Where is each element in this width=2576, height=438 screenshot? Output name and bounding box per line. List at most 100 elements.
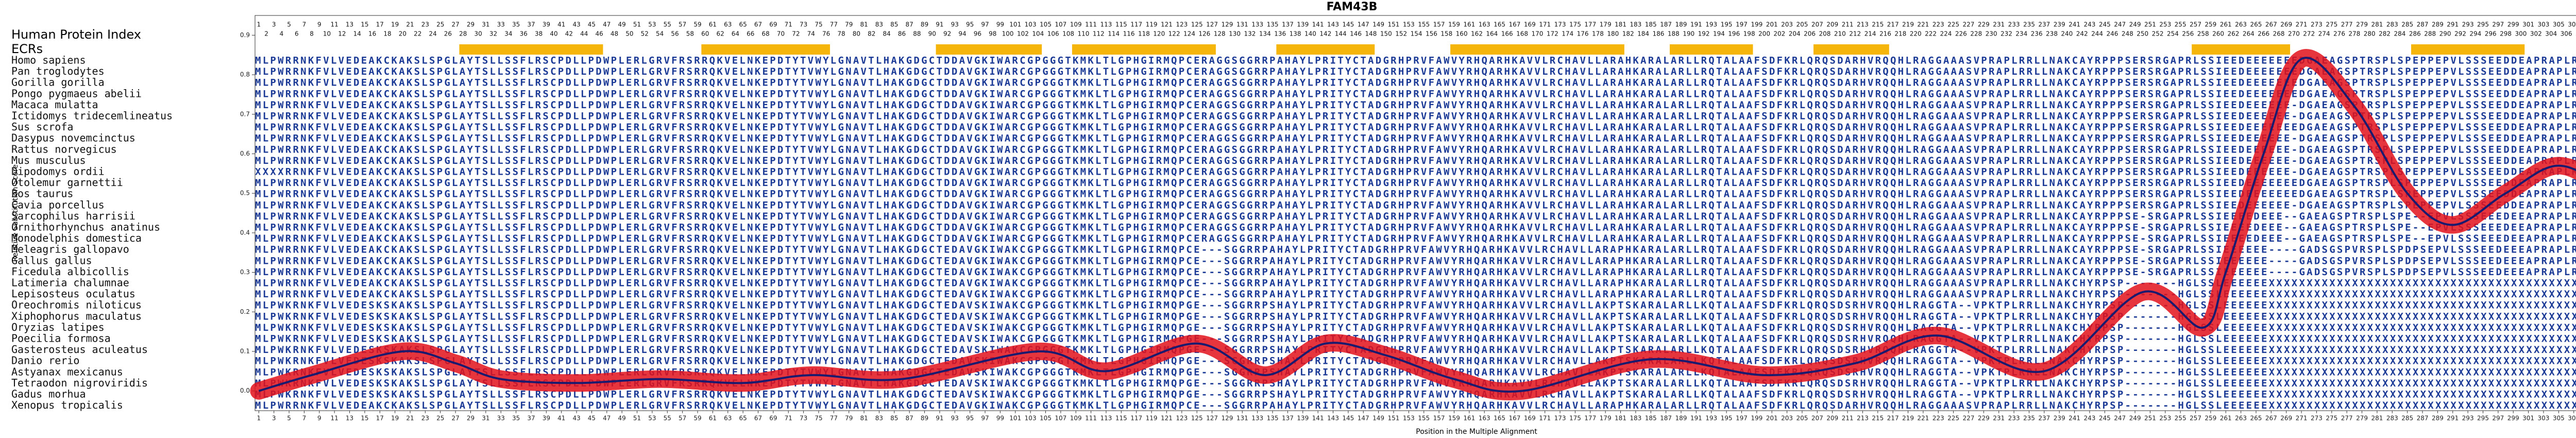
x-tick-label: 123 (1176, 415, 1188, 422)
x-tick-label: 273 (2311, 415, 2323, 422)
y-tick-label: 0.9 (240, 31, 250, 39)
index-number: 212 (1849, 30, 1861, 38)
index-number: 92 (943, 30, 951, 38)
ecr-bar (936, 44, 1042, 55)
index-number: 259 (2205, 21, 2216, 28)
index-number: 123 (1176, 21, 1188, 28)
sequence: MLPWRRNKFVLVEDEAKCKAKSLSPGLAYTSLLSSFLRSC… (255, 400, 2576, 411)
index-number: 159 (1448, 21, 1460, 28)
index-number: 289 (2432, 21, 2444, 28)
species-name: Gallus gallus (11, 254, 92, 266)
index-number: 88 (913, 30, 921, 38)
x-tick-label: 179 (1600, 415, 1612, 422)
index-number: 292 (2454, 30, 2466, 38)
x-tick-label: 147 (1358, 415, 1369, 422)
index-number: 279 (2356, 21, 2368, 28)
x-tick-label: 193 (1705, 415, 1717, 422)
sequence: MLPWKRNKFVLVEDESKSKAKSLSPGLAYTSLLSSFLRSC… (255, 344, 2576, 356)
x-tick-label: 171 (1539, 415, 1551, 422)
x-tick-label: 45 (588, 415, 596, 422)
index-number: 71 (785, 21, 792, 28)
index-number: 13 (346, 21, 353, 28)
x-tick-label: 149 (1372, 415, 1384, 422)
x-tick-label: 27 (451, 415, 459, 422)
index-number: 199 (1751, 21, 1762, 28)
x-tick-label: 251 (2144, 415, 2156, 422)
species-name: Astyanax mexicanus (11, 365, 123, 378)
index-number: 29 (467, 21, 474, 28)
x-tick-label: 299 (2507, 415, 2519, 422)
x-tick-label: 159 (1448, 415, 1460, 422)
species-name: Gadus morhua (11, 388, 86, 400)
curve-line (258, 57, 2576, 393)
sequence: MLPWRRNKFVLVEDEAKCKAKSLSPGLAYTSLLSSFLRSC… (255, 155, 2576, 166)
x-tick-label: 271 (2296, 415, 2308, 422)
index-number: 235 (2023, 21, 2035, 28)
ecr-bar (459, 44, 603, 55)
x-tick-label: 151 (1388, 415, 1400, 422)
index-number: 275 (2326, 21, 2337, 28)
index-number: 156 (1426, 30, 1437, 38)
index-number: 251 (2144, 21, 2156, 28)
index-number: 15 (361, 21, 368, 28)
index-number: 105 (1040, 21, 1052, 28)
x-tick-label: 113 (1100, 415, 1112, 422)
species-name: Latimeria chalumnae (11, 277, 129, 289)
x-tick-label: 167 (1509, 415, 1520, 422)
index-number: 130 (1229, 30, 1241, 38)
index-number: 18 (383, 30, 391, 38)
x-tick-label: 131 (1236, 415, 1248, 422)
ecr-bar (1450, 44, 1624, 55)
index-number: 35 (512, 21, 520, 28)
index-number: 221 (1917, 21, 1929, 28)
index-number: 184 (1637, 30, 1649, 38)
sequence: MLPWKRNKFVLVEDESKSKAKSLSPGLAYTSLLSSFLRSC… (255, 322, 2576, 333)
x-tick-label: 175 (1569, 415, 1581, 422)
x-tick-label: 275 (2326, 415, 2337, 422)
x-tick-label: 19 (391, 415, 399, 422)
sequence: MLPWRRNKFVLVEDEAKCKAKSLSPGLAYTSLLSSFLRSC… (255, 66, 2576, 77)
species-name: Sarcophilus harrisii (11, 210, 135, 222)
x-tick-label: 239 (2054, 415, 2065, 422)
x-tick-label: 67 (754, 415, 762, 422)
index-number: 23 (421, 21, 429, 28)
index-number: 203 (1781, 21, 1793, 28)
index-number: 33 (497, 21, 505, 28)
index-number: 291 (2447, 21, 2459, 28)
index-number: 179 (1600, 21, 1612, 28)
index-number: 170 (1532, 30, 1544, 38)
index-number: 154 (1411, 30, 1422, 38)
index-number: 89 (921, 21, 928, 28)
x-axis-label: Position in the Multiple Alignment (1416, 428, 1537, 436)
index-number: 246 (2107, 30, 2119, 38)
index-number: 86 (898, 30, 906, 38)
index-number: 200 (1758, 30, 1770, 38)
index-number: 30 (474, 30, 482, 38)
x-tick-label: 277 (2341, 415, 2353, 422)
x-tick-label: 101 (1009, 415, 1021, 422)
x-tick-label: 157 (1433, 415, 1445, 422)
index-number: 303 (2538, 21, 2550, 28)
x-tick-label: 165 (1494, 415, 1505, 422)
index-number: 218 (1894, 30, 1906, 38)
index-number: 62 (716, 30, 724, 38)
index-number: 145 (1342, 21, 1354, 28)
index-number: 217 (1887, 21, 1899, 28)
index-number: 172 (1547, 30, 1558, 38)
x-tick-label: 213 (1857, 415, 1869, 422)
index-number: 94 (958, 30, 966, 38)
sequence: MLPWRRNKFVLVEDEAKCKAKSLSPGLAYTSLLSSFLRSC… (255, 144, 2576, 155)
index-number: 40 (550, 30, 557, 38)
index-number: 247 (2114, 21, 2126, 28)
index-number: 36 (520, 30, 528, 38)
index-number: 253 (2159, 21, 2171, 28)
y-tick-label: 0.8 (240, 71, 250, 78)
index-number: 75 (815, 21, 822, 28)
x-tick-label: 111 (1085, 415, 1097, 422)
species-name: Pan troglodytes (11, 65, 105, 77)
index-number: 84 (883, 30, 890, 38)
y-tick-label: 0.2 (240, 308, 250, 315)
index-number: 178 (1592, 30, 1604, 38)
x-tick-label: 205 (1796, 415, 1808, 422)
